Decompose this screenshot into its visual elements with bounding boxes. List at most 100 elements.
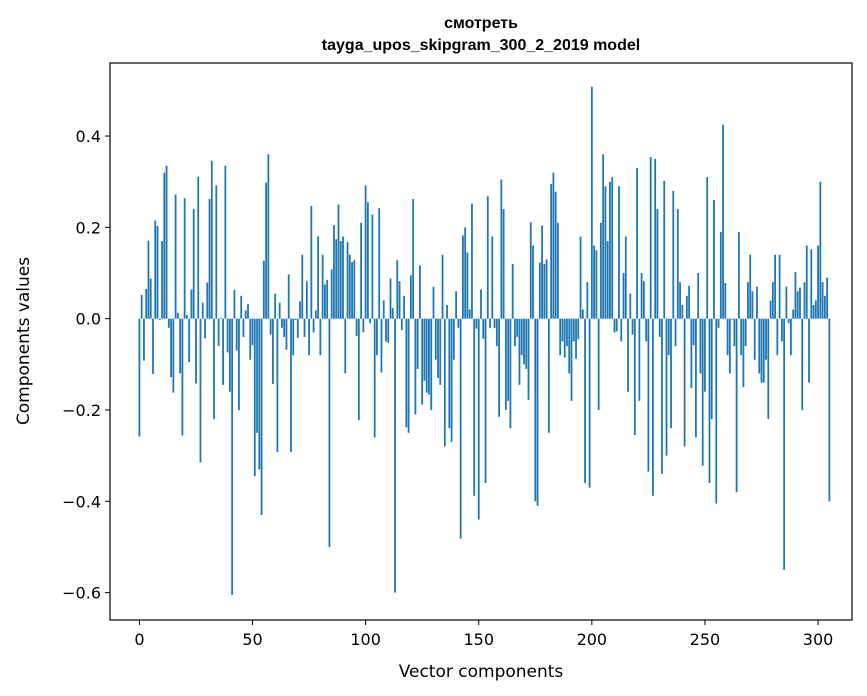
bar-295 [805,245,808,319]
y-tick-label-4: 0.2 [76,218,101,237]
bar-56 [265,182,267,319]
bar-244 [690,318,693,389]
bar-33 [213,318,215,420]
bar-211 [615,318,618,332]
bar-146 [468,309,471,319]
bar-267 [742,318,745,388]
bar-235 [670,318,672,429]
bar-9 [158,318,161,321]
bar-159 [498,318,500,417]
bar-58 [269,318,272,335]
bar-32 [210,160,213,319]
bar-136 [446,304,448,319]
chart-title-line-2: tayga_upos_skipgram_300_2_2019 model [322,37,640,54]
bar-271 [751,291,754,319]
bar-212 [618,186,620,319]
bar-270 [749,254,752,319]
bar-67 [290,318,292,452]
bar-122 [414,318,417,415]
y-tick-label-2: −0.2 [62,401,101,420]
bar-216 [627,318,629,392]
bar-297 [810,249,813,319]
bar-167 [516,318,519,337]
bar-52 [256,318,258,433]
bar-231 [661,318,663,474]
bar-112 [391,308,394,319]
bar-23 [190,289,193,319]
bar-156 [491,236,494,319]
bar-243 [688,285,691,319]
bar-131 [434,318,437,360]
bar-223 [642,281,645,319]
bar-143 [462,235,464,319]
bar-253 [710,318,713,420]
bar-257 [719,231,722,319]
bar-96 [355,318,358,337]
bar-123 [416,318,419,369]
bar-39 [226,318,229,353]
bar-291 [796,291,799,319]
bar-49 [249,318,252,360]
bar-265 [737,231,740,319]
bar-189 [566,318,568,347]
bar-14 [170,318,172,378]
bar-170 [523,318,525,365]
bar-193 [575,318,577,359]
bar-94 [351,262,353,319]
bar-164 [509,318,512,429]
bar-129 [430,318,433,410]
x-tick-label-300: 300 [803,630,834,649]
bar-44 [238,318,240,410]
bar-13 [167,318,170,328]
bar-135 [443,318,446,447]
bar-250 [704,318,706,392]
bar-106 [378,208,381,319]
bar-54 [260,318,263,515]
bar-299 [814,300,817,319]
bar-109 [385,318,387,342]
bar-26 [197,176,200,319]
bar-204 [599,222,602,319]
bar-75 [308,318,310,356]
x-tick-label-200: 200 [577,630,608,649]
bar-116 [400,318,403,331]
bar-205 [602,154,605,319]
bar-238 [676,209,679,319]
bar-285 [783,318,786,570]
bar-17 [176,312,179,319]
bar-158 [495,318,498,347]
bar-272 [753,318,756,360]
bar-71 [299,301,301,319]
bar-188 [563,318,566,358]
bar-6 [152,318,154,374]
bar-293 [801,318,804,410]
bar-65 [285,318,288,350]
bar-305 [828,318,831,502]
bar-100 [364,185,367,319]
bar-62 [278,302,281,319]
bar-195 [579,236,582,319]
bar-163 [507,318,510,401]
bar-187 [561,318,564,342]
bar-199 [588,318,591,488]
bar-111 [389,278,392,319]
bar-82 [324,284,326,319]
bar-233 [665,318,668,456]
bar-240 [681,304,684,319]
bar-119 [407,318,410,433]
bar-154 [486,196,489,319]
bar-43 [235,318,238,351]
bar-48 [247,304,249,319]
bar-63 [281,318,283,328]
bar-28 [201,302,204,319]
bar-201 [593,245,596,319]
bar-280 [771,282,774,319]
bar-273 [756,286,758,319]
bar-97 [357,318,360,421]
bar-234 [667,318,670,356]
bar-303 [823,295,826,319]
bar-166 [514,318,516,347]
bar-57 [267,154,270,319]
bar-221 [638,318,641,401]
bar-30 [206,282,209,319]
